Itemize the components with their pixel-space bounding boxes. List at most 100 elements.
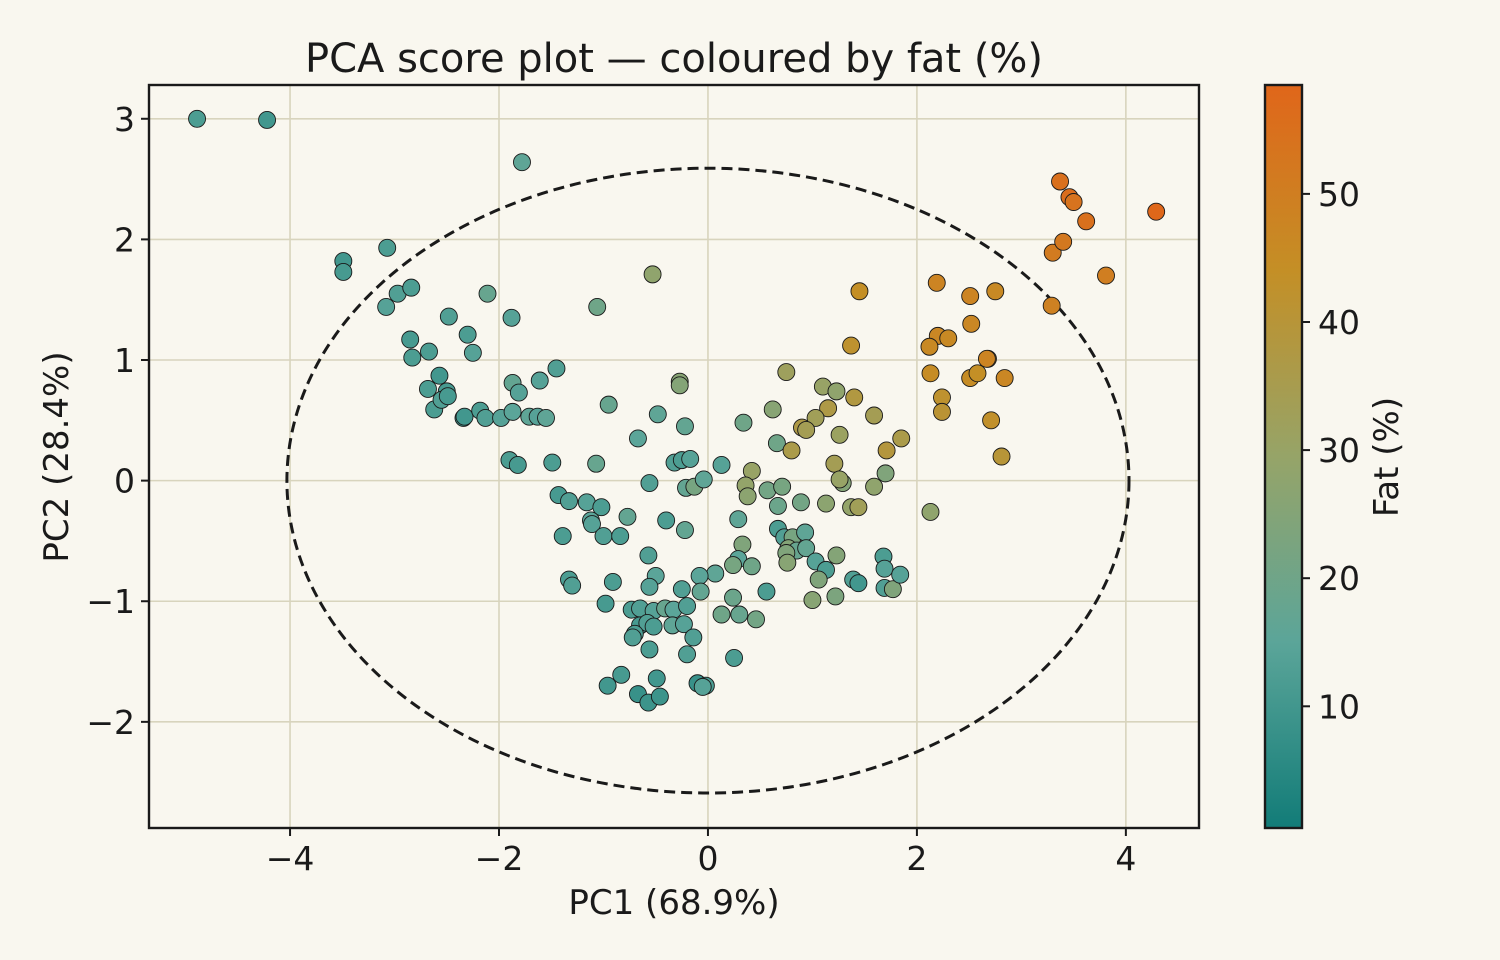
data-point	[939, 329, 958, 348]
data-point	[678, 645, 697, 664]
data-point	[647, 669, 666, 688]
data-point	[438, 387, 457, 406]
data-point	[681, 449, 700, 468]
data-point	[599, 395, 618, 414]
data-point	[734, 413, 753, 432]
data-point	[767, 434, 786, 453]
data-point	[598, 676, 617, 695]
data-point	[850, 282, 869, 301]
data-point	[992, 447, 1011, 466]
data-point	[672, 580, 691, 599]
data-point	[961, 287, 980, 306]
data-point	[757, 582, 776, 601]
data-point	[623, 628, 642, 647]
data-point	[596, 594, 615, 613]
x-tick-label: 4	[1115, 839, 1136, 878]
data-point	[875, 559, 894, 578]
colorbar-tick-label: 30	[1318, 431, 1360, 470]
data-point	[188, 109, 207, 128]
colorbar-tick-label: 10	[1318, 687, 1360, 726]
data-point	[830, 470, 849, 489]
data-point	[782, 441, 801, 460]
data-point	[612, 665, 631, 684]
data-point	[258, 111, 277, 129]
data-point	[458, 325, 477, 344]
colorbar-tick-label: 20	[1318, 559, 1360, 598]
data-point	[865, 477, 884, 496]
data-point	[676, 521, 694, 540]
data-point	[747, 610, 765, 629]
data-point	[738, 487, 757, 506]
data-point	[509, 383, 528, 402]
data-point	[778, 553, 797, 572]
data-point	[430, 366, 449, 385]
data-points	[188, 109, 1166, 712]
data-point	[730, 605, 749, 624]
data-point	[1051, 172, 1069, 191]
data-point	[378, 238, 397, 257]
data-point	[508, 455, 527, 474]
data-point	[513, 153, 531, 172]
data-point	[891, 565, 910, 584]
data-point	[849, 498, 868, 517]
data-point	[876, 464, 895, 483]
data-point	[560, 492, 578, 511]
data-point	[827, 546, 846, 565]
data-point	[678, 597, 697, 616]
data-point	[1054, 232, 1073, 251]
data-point	[478, 284, 497, 303]
colorbar-gradient	[1263, 83, 1304, 830]
data-point	[1097, 266, 1115, 285]
data-point	[791, 493, 810, 512]
data-point	[587, 454, 606, 473]
data-point	[742, 557, 761, 576]
data-point	[977, 349, 996, 368]
data-point	[563, 576, 582, 595]
confidence-ellipse-layer	[285, 166, 1131, 795]
data-point	[803, 591, 822, 609]
data-point	[797, 421, 816, 439]
data-point	[691, 582, 710, 601]
data-point	[763, 400, 782, 419]
data-point	[827, 382, 846, 401]
data-point	[845, 388, 864, 407]
data-point	[543, 453, 562, 472]
data-point	[849, 574, 868, 593]
data-point	[995, 369, 1014, 388]
data-point	[962, 314, 981, 333]
data-point	[826, 587, 845, 606]
data-point	[796, 523, 815, 542]
data-point	[777, 363, 796, 382]
data-point	[670, 376, 689, 395]
data-point	[892, 429, 911, 448]
colorbar-tick-label: 40	[1318, 303, 1360, 342]
x-tick-label: 0	[697, 839, 718, 878]
data-point	[684, 628, 703, 647]
data-point	[842, 336, 861, 355]
data-point	[758, 481, 777, 500]
data-point	[694, 470, 713, 489]
data-point	[455, 407, 474, 426]
data-point	[712, 455, 731, 474]
data-point	[769, 497, 787, 515]
data-point	[439, 307, 458, 326]
data-point	[693, 677, 712, 696]
data-point	[629, 429, 647, 448]
y-tick-label: 2	[114, 220, 135, 259]
data-point	[419, 380, 437, 398]
data-point	[640, 577, 659, 596]
data-point	[463, 343, 482, 362]
data-point	[403, 348, 422, 367]
data-point	[537, 408, 555, 427]
data-point	[797, 539, 816, 558]
data-point	[1042, 296, 1061, 315]
data-point	[476, 408, 495, 427]
data-point	[725, 648, 744, 667]
data-point	[968, 364, 987, 383]
data-point	[706, 564, 725, 583]
data-point	[986, 282, 1005, 301]
data-point	[877, 441, 896, 460]
y-tick-label: 1	[114, 341, 135, 380]
x-axis: −4 −2 0 2 4	[266, 828, 1136, 878]
data-point	[594, 527, 613, 546]
